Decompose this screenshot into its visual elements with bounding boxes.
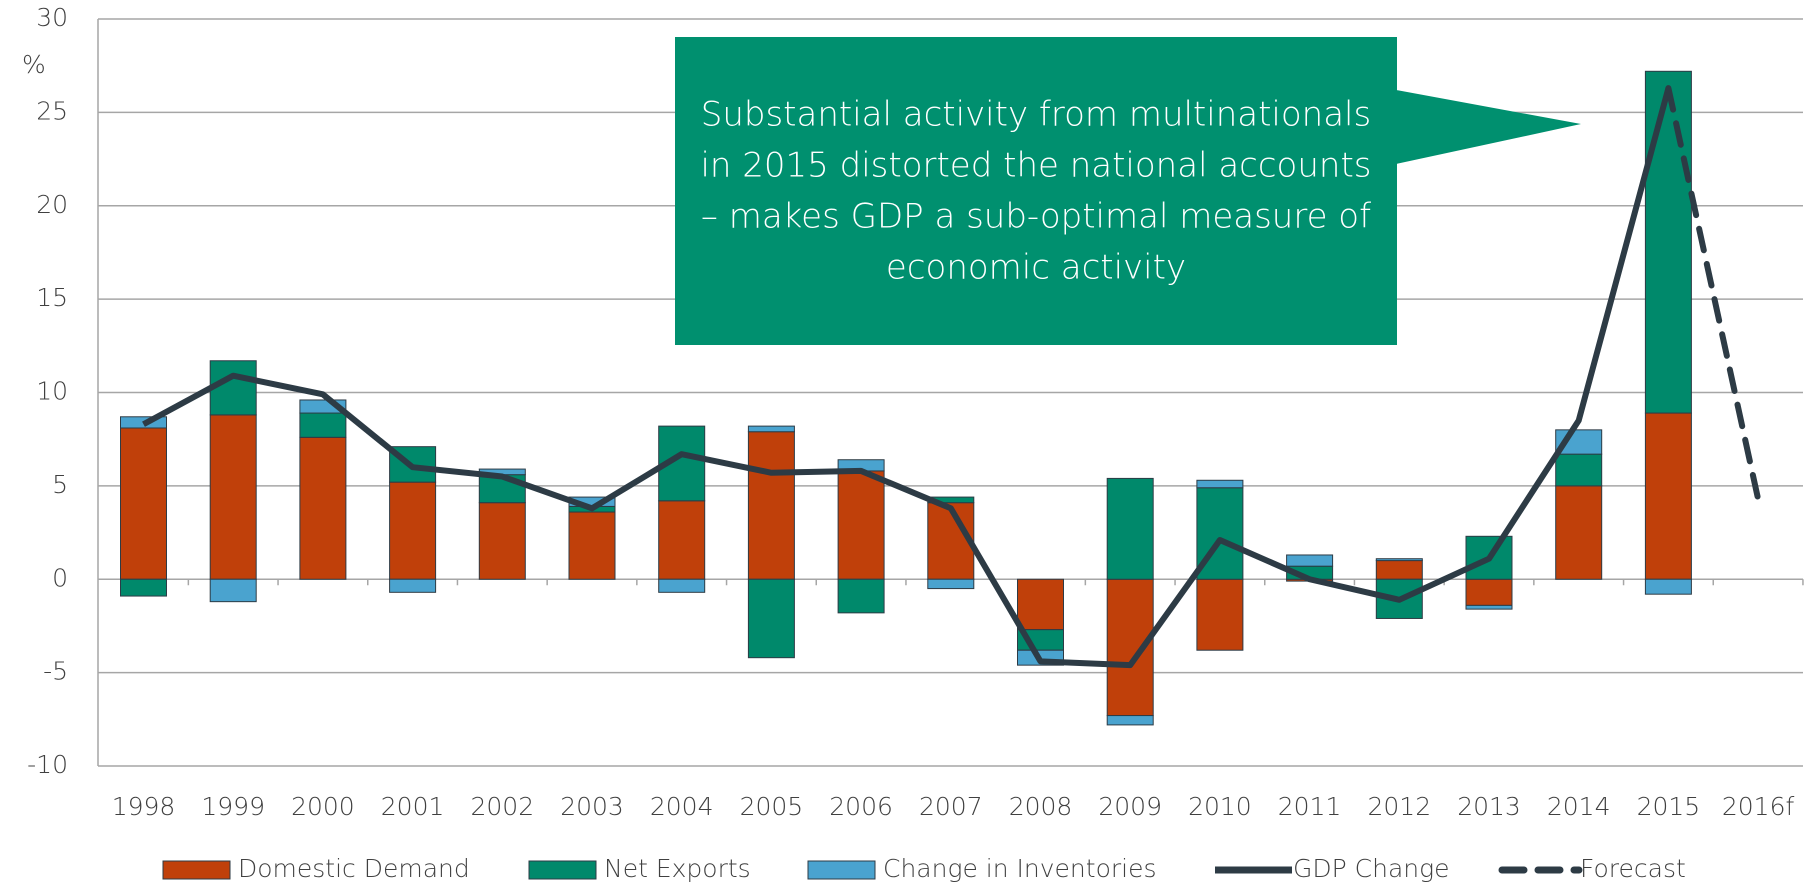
forecast-line: [1665, 85, 1762, 502]
bar-segment: [1555, 453, 1603, 487]
bar-segment: [1196, 479, 1244, 489]
x-tick-label: 2010: [1188, 792, 1252, 821]
bar-segment: [1644, 70, 1692, 414]
bar-segment: [747, 431, 795, 580]
bar-segment: [1375, 560, 1423, 580]
annotation-box: [675, 37, 1397, 345]
bar-segment: [1375, 558, 1423, 562]
bar-segment: [837, 578, 885, 614]
bar-segment: [747, 578, 795, 659]
legend-swatch: [528, 860, 597, 880]
legend-label: Change in Inventories: [883, 854, 1157, 883]
annotation-text: in 2015 distorted the national accounts: [700, 146, 1371, 186]
y-tick-label: -5: [43, 657, 68, 686]
legend-swatch: [162, 860, 231, 880]
bar-segment: [1465, 604, 1513, 610]
x-tick-label: 2014: [1547, 792, 1611, 821]
bar-segment: [568, 511, 616, 580]
bar-segment: [209, 414, 257, 580]
bar-segment: [1017, 578, 1064, 631]
bar-segment: [1644, 578, 1692, 595]
y-tick-label: 30: [36, 3, 68, 32]
bar-segment: [389, 481, 437, 580]
x-tick-label: 2011: [1278, 792, 1342, 821]
bar-segment: [1644, 412, 1692, 580]
y-axis-label: %: [22, 50, 46, 79]
annotation-pointer: [1396, 90, 1581, 164]
x-tick-label: 1999: [201, 792, 265, 821]
bar-segment: [927, 578, 975, 590]
x-tick-label: 2008: [1009, 792, 1073, 821]
x-tick-label: 2005: [740, 792, 804, 821]
x-tick-label: 2001: [381, 792, 445, 821]
x-tick-label: 2007: [919, 792, 983, 821]
legend-label: Forecast: [1580, 854, 1686, 883]
bar-segment: [1286, 554, 1334, 567]
x-tick-label: 2000: [291, 792, 355, 821]
y-tick-label: -10: [27, 750, 68, 779]
bar-segment: [120, 427, 167, 580]
bar-segment: [209, 360, 257, 416]
legend-label: GDP Change: [1293, 854, 1450, 883]
legend-label: Domestic Demand: [238, 854, 470, 883]
bar-segment: [209, 578, 257, 603]
annotation-text: economic activity: [886, 248, 1186, 288]
bar-segment: [837, 470, 885, 580]
x-tick-label: 2009: [1098, 792, 1162, 821]
legend-label: Net Exports: [604, 854, 751, 883]
bar-segment: [299, 412, 347, 438]
legend-swatch: [807, 860, 876, 880]
bar-segment: [658, 500, 706, 580]
x-tick-label: 2012: [1367, 792, 1431, 821]
bar-segment: [1465, 578, 1513, 606]
bar-segment: [927, 502, 975, 580]
x-tick-label: 2015: [1637, 792, 1701, 821]
x-tick-label: 2004: [650, 792, 714, 821]
annotation-text: Substantial activity from multinationals: [701, 95, 1371, 135]
bar-segment: [747, 425, 795, 433]
y-tick-label: 10: [36, 377, 68, 406]
annotation-text: – makes GDP a sub-optimal measure of: [701, 197, 1371, 237]
gdp-line: [142, 87, 1672, 669]
y-tick-label: 25: [36, 96, 68, 125]
bar-segment: [658, 578, 706, 593]
y-tick-label: 20: [36, 190, 68, 219]
bar-segment: [1555, 485, 1603, 580]
bar-segment: [1196, 578, 1244, 651]
bar-segment: [1106, 715, 1154, 726]
y-tick-label: 5: [52, 470, 68, 499]
x-tick-label: 2003: [560, 792, 624, 821]
y-tick-label: 0: [52, 563, 68, 592]
x-tick-label: 2006: [829, 792, 893, 821]
x-tick-label: 1998: [112, 792, 176, 821]
x-tick-label: 2013: [1457, 792, 1521, 821]
bar-segment: [389, 578, 437, 593]
x-tick-label: 2002: [470, 792, 534, 821]
bar-segment: [1106, 477, 1154, 580]
bar-segment: [120, 578, 167, 597]
bar-segment: [299, 436, 347, 580]
x-tick-label: 2016f: [1722, 792, 1795, 821]
bar-segment: [478, 502, 526, 580]
y-tick-label: 15: [36, 283, 68, 312]
